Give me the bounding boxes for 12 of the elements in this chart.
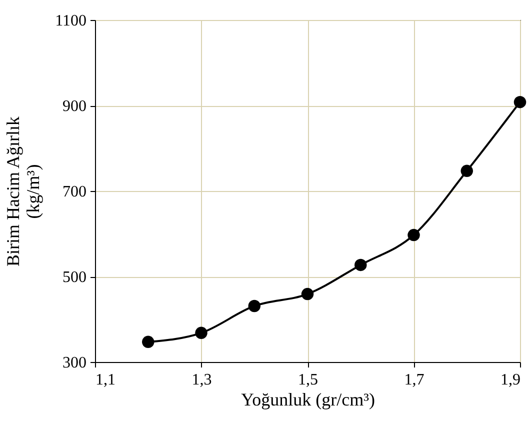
y-tick-label: 300 bbox=[62, 354, 86, 372]
y-tick-label: 900 bbox=[62, 98, 86, 115]
x-tick-label: 1,5 bbox=[298, 372, 318, 388]
x-tick-label: 1,3 bbox=[192, 372, 212, 388]
y-tick-label: 700 bbox=[62, 184, 86, 200]
y-tick-label: 1100 bbox=[55, 12, 86, 30]
x-tick-label: 1,1 bbox=[96, 372, 116, 388]
y-tick-label: 500 bbox=[62, 269, 86, 286]
x-axis-title: Yoğunluk (gr/cm³) bbox=[240, 390, 376, 410]
y-axis-title: Birim Hacim Ağırlık (kg/m³) bbox=[3, 116, 44, 266]
x-tick-label: 1,7 bbox=[404, 372, 424, 388]
x-tick-label: 1,9 bbox=[500, 372, 520, 388]
